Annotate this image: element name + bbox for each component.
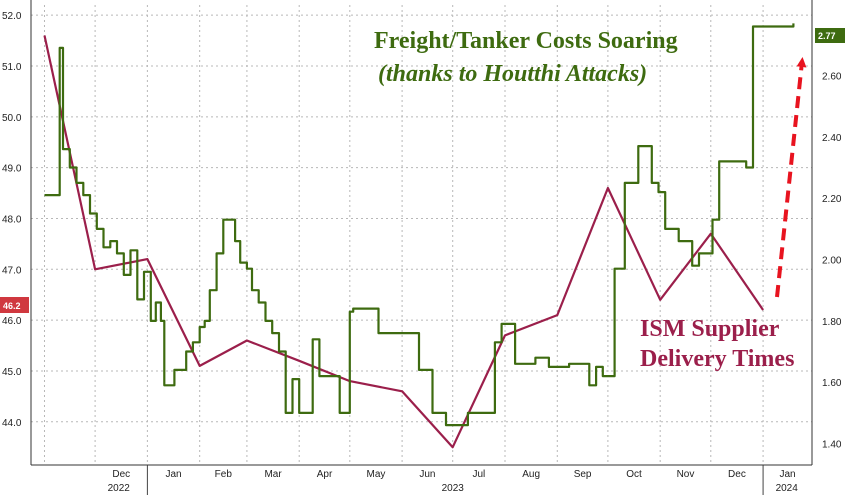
right-axis-tick-label: 2.00 — [822, 256, 842, 267]
x-axis-year-label: 2022 — [108, 483, 131, 494]
left-axis-tick-label: 51.0 — [2, 62, 22, 73]
left-axis-tick-label: 50.0 — [2, 113, 22, 124]
chart-subtitle: (thanks to Houtthi Attacks) — [378, 61, 647, 87]
left-axis-tick-label: 49.0 — [2, 164, 22, 175]
right-value-badge-text: 2.77 — [818, 31, 836, 41]
right-axis-tick-label: 2.60 — [822, 72, 842, 83]
left-axis-tick-label: 44.0 — [2, 418, 22, 429]
ism-supplier-delivery-line — [43, 35, 765, 449]
series-layer — [43, 23, 795, 449]
x-axis-month-label: May — [367, 469, 386, 480]
x-axis-month-label: Jan — [165, 469, 181, 480]
ism-series-label-line1: ISM Supplier — [640, 316, 780, 342]
left-axis-tick-label: 52.0 — [2, 11, 22, 22]
right-axis-tick-label: 1.60 — [822, 378, 842, 389]
left-axis-tick-label: 46.0 — [2, 316, 22, 327]
chart-title: Freight/Tanker Costs Soaring — [374, 28, 678, 54]
x-axis-month-label: Jan — [779, 469, 795, 480]
x-axis-month-label: Jul — [472, 469, 485, 480]
grid — [31, 5, 812, 465]
right-axis-tick-label: 1.80 — [822, 317, 842, 328]
right-axis-tick-label: 1.40 — [822, 440, 842, 451]
right-axis-tick-label: 2.20 — [822, 194, 842, 205]
x-axis-year-label: 2024 — [776, 483, 799, 494]
x-axis-month-label: Dec — [728, 469, 746, 480]
left-value-badge-text: 46.2 — [3, 301, 21, 311]
x-axis-month-label: Sep — [574, 469, 592, 480]
x-axis-month-label: Oct — [626, 469, 642, 480]
left-axis-tick-label: 47.0 — [2, 265, 22, 276]
x-axis-month-label: Jun — [419, 469, 435, 480]
left-axis-tick-label: 48.0 — [2, 214, 22, 225]
x-axis-month-label: Mar — [264, 469, 282, 480]
freight-tanker-costs-line — [44, 23, 795, 427]
x-axis-month-label: Feb — [215, 469, 233, 480]
x-axis-month-label: Aug — [522, 469, 540, 480]
left-axis-tick-label: 45.0 — [2, 367, 22, 378]
right-axis-tick-label: 2.40 — [822, 133, 842, 144]
x-axis-month-label: Dec — [112, 469, 130, 480]
x-axis-year-label: 2023 — [442, 483, 465, 494]
ism-series-label-line2: Delivery Times — [640, 346, 794, 372]
x-axis-month-label: Apr — [317, 469, 333, 480]
x-axis-month-label: Nov — [677, 469, 695, 480]
annotation-layer: Freight/Tanker Costs Soaring (thanks to … — [0, 28, 845, 372]
left-value-badge — [0, 297, 29, 313]
trend-arrow — [775, 57, 807, 298]
right-value-badge — [815, 28, 845, 43]
